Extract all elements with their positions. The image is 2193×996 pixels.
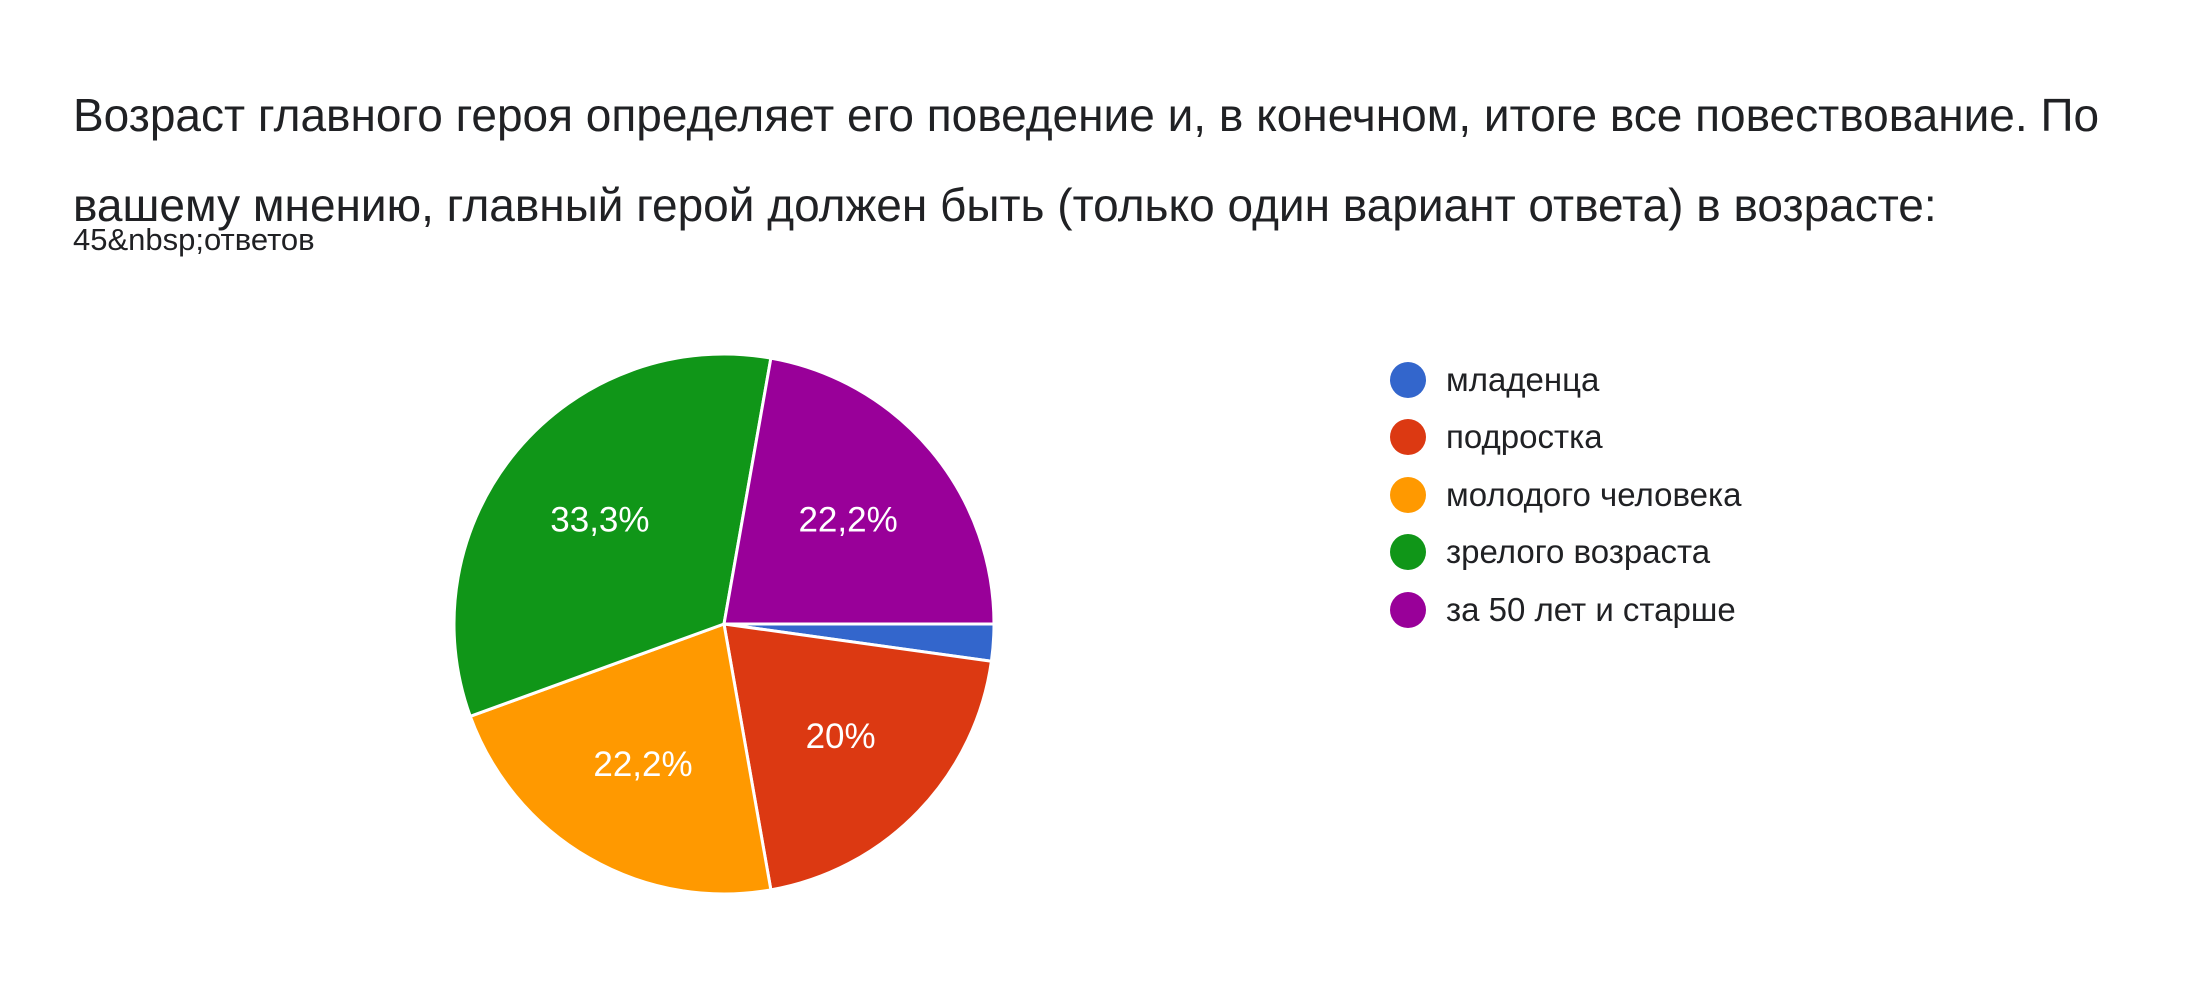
legend-item-1[interactable]: младенца <box>1390 351 1741 409</box>
legend-swatch-1 <box>1390 361 1426 398</box>
legend-swatch-4 <box>1390 534 1426 571</box>
legend: младенца подростка молодого человека зрелог… <box>1390 351 1741 639</box>
pie-slices <box>452 352 996 896</box>
pie-slice-4[interactable] <box>452 352 773 719</box>
legend-swatch-2 <box>1390 419 1426 456</box>
legend-item-2[interactable]: подростка <box>1390 409 1741 467</box>
pie-slice-label-4: 33,3% <box>550 500 649 539</box>
pie-slice-label-2: 20% <box>806 717 876 756</box>
legend-item-4[interactable]: зрелого возраста <box>1390 524 1741 582</box>
legend-label-5: за 50 лет и старше <box>1446 590 1736 628</box>
legend-swatch-5 <box>1390 591 1426 628</box>
legend-label-3: молодого человека <box>1446 475 1742 513</box>
legend-label-2: подростка <box>1446 418 1603 456</box>
legend-swatch-3 <box>1390 476 1426 513</box>
pie-slice-3[interactable] <box>468 621 773 896</box>
pie-slice-label-5: 22,2% <box>798 500 897 539</box>
pie-slice-5[interactable] <box>722 356 996 626</box>
pie-slice-label-3: 22,2% <box>593 745 692 784</box>
legend-label-4: зрелого возраста <box>1446 533 1711 571</box>
response-count: 45&nbsp;ответов <box>73 222 315 257</box>
question-title: Возраст главного героя определяет его по… <box>73 89 2100 231</box>
legend-item-5[interactable]: за 50 лет и старше <box>1390 581 1741 639</box>
pie-slice-2[interactable] <box>722 622 994 892</box>
pie-labels: 20% 22,2% 33,3% 22,2% <box>550 500 897 783</box>
legend-item-3[interactable]: молодого человека <box>1390 466 1741 524</box>
legend-label-1: младенца <box>1446 360 1600 398</box>
